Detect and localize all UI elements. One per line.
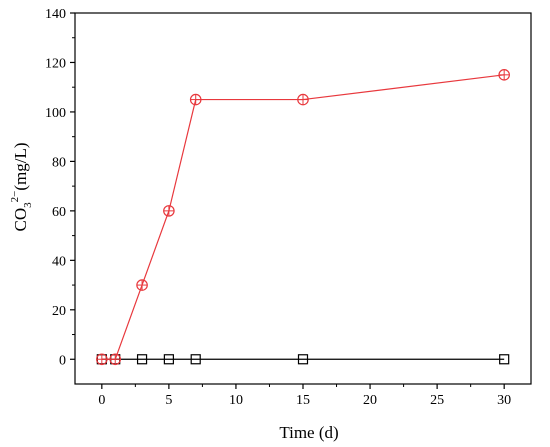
y-tick-label: 20 <box>52 304 66 319</box>
y-axis-title-sup: 2− <box>9 191 21 203</box>
x-axis-title: Time (d) <box>279 423 338 442</box>
data-point-circle <box>163 205 175 217</box>
y-axis-title-unit: (mg/L) <box>11 143 30 191</box>
x-tick-label: 25 <box>430 393 444 408</box>
data-point-circle <box>136 279 148 291</box>
data-point-square <box>499 354 510 365</box>
data-point-circle <box>297 93 309 106</box>
y-axis-title: CO32−(mg/L) <box>9 143 34 232</box>
y-tick-label: 40 <box>52 254 66 269</box>
data-point-square <box>297 354 309 365</box>
data-point-square <box>190 354 201 365</box>
y-axis-title-base: CO <box>11 208 30 232</box>
x-tick-label: 30 <box>497 393 511 408</box>
data-point-circle <box>109 353 122 366</box>
series-1 <box>96 354 510 365</box>
y-tick-label: 0 <box>59 353 66 368</box>
series-line <box>101 74 505 360</box>
data-point-circle <box>96 353 108 366</box>
x-tick-label: 0 <box>98 393 105 408</box>
plot-area <box>96 69 510 366</box>
y-tick-label: 60 <box>52 205 66 220</box>
x-tick-label: 15 <box>296 393 310 408</box>
x-tick-label: 5 <box>165 393 172 408</box>
y-tick-label: 80 <box>52 155 66 170</box>
plot-frame <box>74 12 532 385</box>
y-tick-label: 120 <box>45 56 66 71</box>
x-tick-label: 20 <box>363 393 377 408</box>
data-point-circle <box>498 69 510 81</box>
data-point-circle <box>189 93 202 106</box>
x-tick-label: 10 <box>229 393 243 408</box>
y-tick-label: 100 <box>45 106 66 121</box>
y-tick-label: 140 <box>45 7 66 22</box>
data-point-square <box>163 354 174 365</box>
series-2 <box>96 69 510 366</box>
data-point-square <box>136 354 148 365</box>
y-axis-title-sub: 3 <box>22 202 34 208</box>
axes: 0 5 10 15 20 25 30 0 20 40 60 80 100 120 140 <box>45 7 532 408</box>
